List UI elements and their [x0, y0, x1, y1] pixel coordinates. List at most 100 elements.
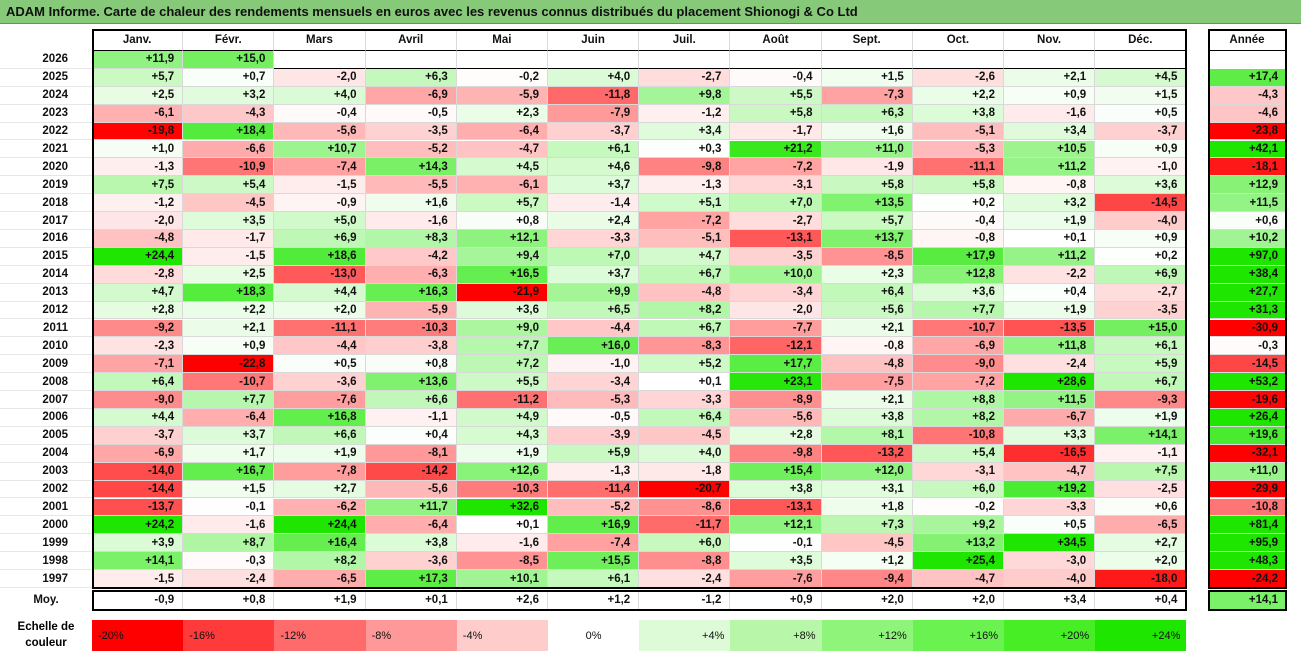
heat-cell: -6,6 [183, 140, 275, 159]
heat-cell: +1,0 [92, 140, 184, 159]
year-label: 2017 [0, 212, 92, 230]
heat-cell: -4,8 [639, 283, 731, 302]
heat-cell: -8,1 [365, 444, 457, 463]
annual-cell: +26,4 [1208, 409, 1287, 427]
avg-cell: +3,4 [1004, 590, 1096, 610]
heat-cell: -18,0 [1095, 570, 1187, 588]
heat-cell: +28,6 [1004, 373, 1096, 392]
heat-cell: +1,6 [821, 122, 913, 141]
heat-cell: -5,1 [912, 122, 1004, 141]
heat-cell: +6,9 [274, 230, 366, 248]
heat-cell: +5,8 [912, 176, 1004, 195]
empty-cell [365, 51, 457, 69]
heat-cell: -2,0 [730, 301, 822, 320]
heat-cell: -7,6 [274, 391, 366, 409]
heat-cell: +11,8 [1004, 337, 1096, 356]
heat-cell: +0,1 [639, 373, 731, 392]
heat-cell: +5,7 [821, 212, 913, 230]
heat-cell: -14,2 [365, 462, 457, 481]
heat-cell: -11,4 [548, 480, 640, 499]
heat-cell: +13,6 [365, 373, 457, 392]
heat-cell: +4,3 [456, 426, 548, 445]
heat-cell: -6,4 [365, 516, 457, 535]
month-header: Mars [274, 29, 366, 51]
heat-cell: +4,0 [548, 68, 640, 87]
heat-cell: -1,3 [92, 158, 184, 177]
heat-cell: +3,4 [1004, 122, 1096, 141]
heat-cell: +6,4 [92, 373, 184, 392]
heat-cell: -7,2 [639, 212, 731, 230]
heat-cell: -5,9 [456, 86, 548, 105]
heat-cell: +4,0 [274, 86, 366, 105]
heat-cell: -6,1 [92, 104, 184, 123]
heat-cell: +32,6 [456, 498, 548, 517]
empty-cell [821, 51, 913, 69]
heat-cell: +1,9 [1095, 409, 1187, 427]
heat-cell: +18,6 [274, 247, 366, 266]
heat-cell: -1,4 [548, 194, 640, 213]
legend-swatch: +24% [1095, 620, 1187, 651]
year-label: 2023 [0, 105, 92, 123]
heat-cell: -2,0 [92, 212, 184, 230]
heat-cell: +7,3 [821, 516, 913, 535]
annual-cell: +11,5 [1208, 194, 1287, 213]
heat-cell: -1,7 [730, 122, 822, 141]
annual-cell: -24,2 [1208, 570, 1287, 588]
month-header: Juil. [639, 29, 731, 51]
heat-cell: -9,0 [912, 355, 1004, 374]
heat-cell: -6,9 [912, 337, 1004, 356]
year-label: 2014 [0, 266, 92, 284]
heat-cell: -4,8 [821, 355, 913, 374]
heat-cell: +3,8 [912, 104, 1004, 123]
heat-cell: +6,5 [548, 301, 640, 320]
heat-cell: +2,1 [183, 319, 275, 338]
heat-cell: -1,0 [1095, 158, 1187, 177]
heat-cell: -2,7 [1095, 283, 1187, 302]
legend-swatch: -16% [183, 620, 275, 651]
heat-cell: +1,6 [365, 194, 457, 213]
heat-cell: +0,3 [639, 140, 731, 159]
heat-cell: -7,9 [548, 104, 640, 123]
heat-cell: -5,1 [639, 230, 731, 248]
year-label: 1999 [0, 534, 92, 553]
heat-cell: -0,8 [821, 337, 913, 356]
heat-cell: -4,5 [183, 194, 275, 213]
annual-cell: +48,3 [1208, 552, 1287, 571]
heat-cell: -4,4 [548, 319, 640, 338]
heat-cell: +0,4 [365, 426, 457, 445]
annual-cell: -0,3 [1208, 337, 1287, 356]
heat-cell: -3,5 [1095, 301, 1187, 320]
heat-cell: +1,9 [456, 444, 548, 463]
heat-cell: -1,6 [365, 212, 457, 230]
heat-cell: -6,5 [1095, 516, 1187, 535]
annual-cell: +38,4 [1208, 265, 1287, 284]
heat-cell: +0,8 [456, 212, 548, 230]
heat-cell: -1,3 [639, 176, 731, 195]
heat-cell: +19,2 [1004, 480, 1096, 499]
heat-cell: -10,7 [912, 319, 1004, 338]
heat-cell: +14,1 [1095, 426, 1187, 445]
heat-cell: +3,5 [730, 552, 822, 571]
heat-cell: +4,7 [92, 283, 184, 302]
heat-cell: +8,2 [912, 409, 1004, 427]
annual-cell: -4,6 [1208, 104, 1287, 123]
heat-cell: -0,1 [183, 498, 275, 517]
heat-cell: -3,0 [1004, 552, 1096, 571]
heat-cell: -1,6 [456, 534, 548, 553]
year-label: 2020 [0, 158, 92, 177]
year-label: 2007 [0, 391, 92, 409]
heat-cell: +2,8 [92, 301, 184, 320]
chart-title: ADAM Informe. Carte de chaleur des rende… [0, 0, 1301, 24]
heat-cell: +11,0 [821, 140, 913, 159]
heat-cell: -0,8 [1004, 176, 1096, 195]
heat-cell: -5,5 [365, 176, 457, 195]
annual-cell: -23,8 [1208, 122, 1287, 141]
heat-cell: +0,9 [1004, 86, 1096, 105]
year-label: 2021 [0, 141, 92, 159]
heat-cell: -1,3 [548, 462, 640, 481]
heat-cell: -4,3 [183, 104, 275, 123]
heat-cell: +10,7 [274, 140, 366, 159]
heat-cell: +24,2 [92, 516, 184, 535]
heat-cell: +8,2 [274, 552, 366, 571]
heat-cell: -7,3 [821, 86, 913, 105]
